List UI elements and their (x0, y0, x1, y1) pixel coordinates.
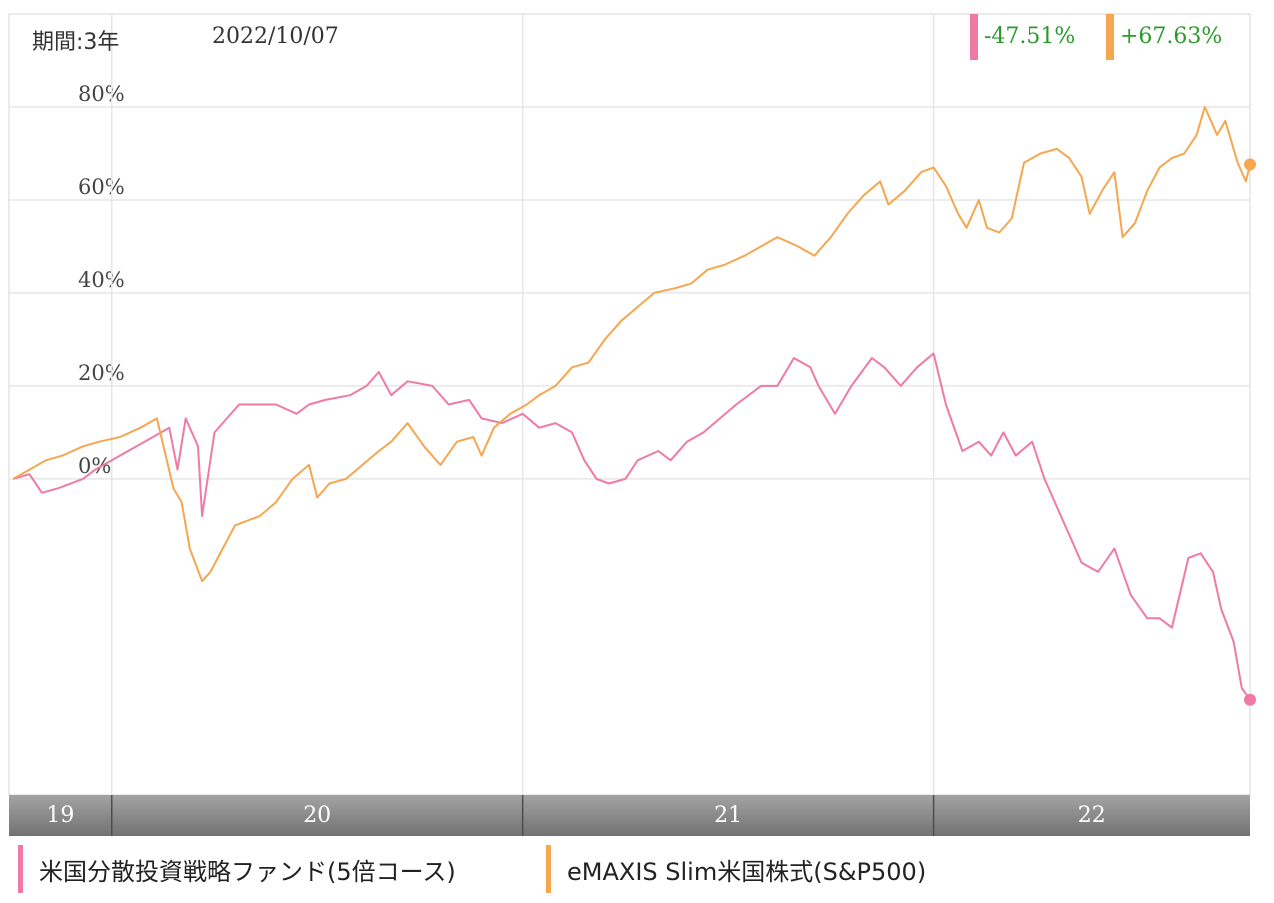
series-endpoint-1 (1244, 158, 1256, 171)
change-badge-sp500: +67.63% (1106, 14, 1223, 60)
series-line-1 (12, 106, 1251, 583)
x-tick-label: 21 (714, 803, 742, 828)
plot-area (8, 13, 1251, 796)
y-tick-label: 80% (78, 82, 125, 106)
date-label: 2022/10/07 (212, 24, 339, 49)
legend-swatch-fund (18, 845, 23, 893)
period-label: 期間:3年 (32, 30, 120, 55)
legend-item-fund[interactable]: 米国分散投資戦略ファンド(5倍コース) (18, 845, 456, 893)
y-tick-label: 40% (78, 268, 125, 292)
y-tick-label: 0% (78, 454, 111, 478)
x-tick-label: 20 (303, 803, 331, 828)
legend-item-sp500[interactable]: eMAXIS Slim米国株式(S&P500) (546, 845, 926, 893)
series-line-0 (12, 352, 1251, 701)
y-tick-label: 20% (78, 361, 125, 385)
change-swatch-fund (970, 14, 978, 60)
x-tick-label: 22 (1078, 803, 1106, 828)
x-tick-label: 19 (46, 803, 74, 828)
legend-label-fund: 米国分散投資戦略ファンド(5倍コース) (39, 857, 456, 886)
y-tick-label: 60% (78, 175, 125, 199)
change-badge-fund: -47.51% (970, 14, 1076, 60)
x-axis-band (9, 795, 1250, 836)
legend-label-sp500: eMAXIS Slim米国株式(S&P500) (567, 857, 927, 886)
legend-swatch-sp500 (546, 845, 551, 893)
change-value-fund: -47.51% (984, 24, 1076, 49)
change-value-sp500: +67.63% (1120, 24, 1223, 49)
series-endpoint-0 (1244, 693, 1256, 706)
change-swatch-sp500 (1106, 14, 1114, 60)
chart: 80% 60% 40% 20% 0% 19 20 21 22 (8, 13, 1256, 836)
